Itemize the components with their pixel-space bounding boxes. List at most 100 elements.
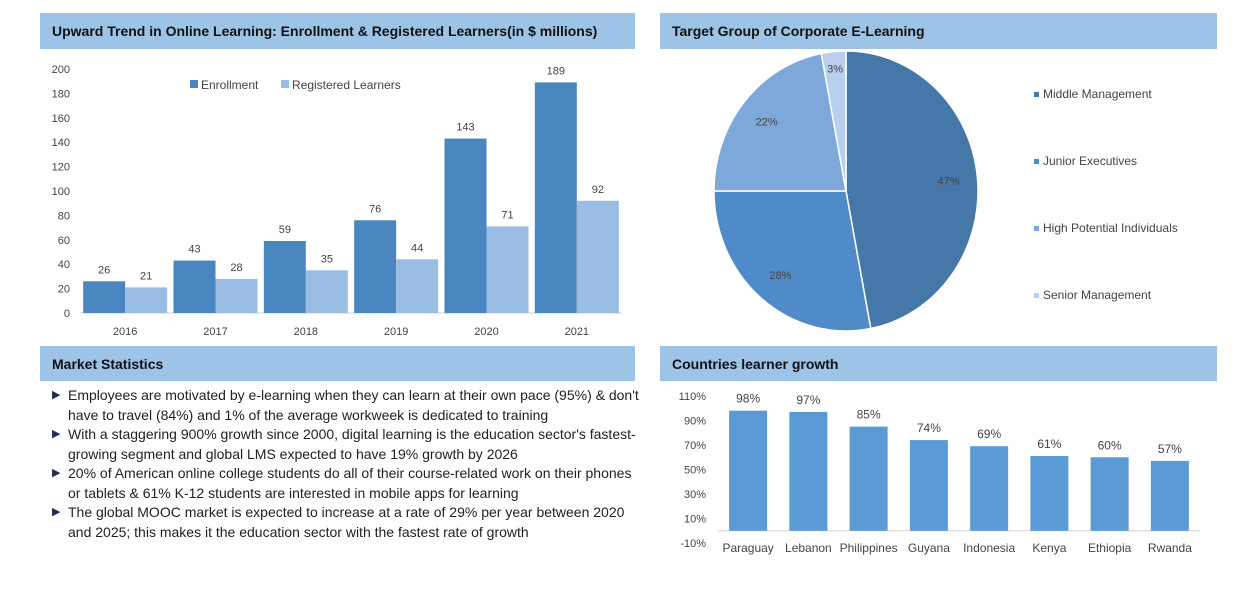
bullet-triangle-icon: ▶ bbox=[52, 467, 61, 479]
legend-swatch bbox=[1034, 293, 1039, 298]
bar-registered-learners bbox=[125, 287, 168, 313]
x-tick-label: Rwanda bbox=[1148, 541, 1192, 555]
x-tick-label: 2017 bbox=[203, 326, 227, 338]
y-tick-label: 110% bbox=[679, 391, 707, 403]
pie-slice bbox=[713, 52, 847, 192]
data-label: 97% bbox=[796, 393, 820, 407]
data-label: 69% bbox=[977, 427, 1001, 441]
data-label: 26 bbox=[98, 264, 110, 276]
stat-item: ▶ The global MOOC market is expected to i… bbox=[52, 503, 642, 542]
legend-swatch bbox=[1034, 226, 1039, 231]
legend-label: Middle Management bbox=[1043, 87, 1152, 101]
x-tick-label: 2021 bbox=[565, 326, 589, 338]
bar-enrollment bbox=[173, 260, 216, 313]
x-tick-label: 2016 bbox=[113, 326, 137, 338]
legend-swatch bbox=[1034, 92, 1039, 97]
bar-registered-learners bbox=[305, 270, 348, 313]
bar-country bbox=[849, 426, 888, 531]
y-tick-label: 60 bbox=[58, 235, 70, 247]
legend-label: Junior Executives bbox=[1043, 154, 1137, 168]
y-tick-label: -10% bbox=[680, 538, 706, 550]
y-tick-label: 90% bbox=[684, 416, 706, 428]
data-label: 44 bbox=[411, 242, 423, 254]
y-tick-label: 80 bbox=[58, 210, 70, 222]
slice-label: 3% bbox=[827, 63, 843, 75]
y-tick-label: 0 bbox=[64, 308, 70, 320]
y-tick-label: 30% bbox=[684, 489, 706, 501]
y-tick-label: 200 bbox=[52, 64, 70, 76]
y-tick-label: 20 bbox=[58, 284, 70, 296]
stat-text: 20% of American online college students … bbox=[68, 465, 632, 501]
countries-growth-header: Countries learner growth bbox=[660, 346, 1217, 381]
x-tick-label: Ethiopia bbox=[1088, 541, 1132, 555]
legend-label: High Potential Individuals bbox=[1043, 221, 1178, 235]
x-tick-label: Guyana bbox=[908, 541, 950, 555]
bullet-triangle-icon: ▶ bbox=[52, 506, 61, 518]
data-label: 189 bbox=[547, 65, 565, 77]
x-tick-label: Indonesia bbox=[963, 541, 1015, 555]
data-label: 85% bbox=[857, 408, 881, 422]
x-tick-label: Philippines bbox=[840, 541, 898, 555]
bar-registered-learners bbox=[576, 200, 619, 313]
pie-slice bbox=[845, 50, 979, 330]
stat-text: With a staggering 900% growth since 2000… bbox=[68, 426, 636, 462]
bar-country bbox=[729, 410, 768, 531]
pie-slice bbox=[820, 50, 847, 192]
bar-enrollment bbox=[83, 281, 126, 313]
pie-slice bbox=[713, 190, 872, 332]
bar-enrollment bbox=[444, 138, 487, 313]
stat-item: ▶ 20% of American online college students… bbox=[52, 464, 642, 503]
bullet-triangle-icon: ▶ bbox=[52, 428, 61, 440]
bar-country bbox=[909, 440, 948, 531]
legend-swatch bbox=[1034, 159, 1039, 164]
legend-swatch bbox=[281, 80, 289, 88]
bar-country bbox=[1030, 456, 1069, 531]
y-tick-label: 100 bbox=[52, 186, 70, 198]
bar-registered-learners bbox=[396, 259, 439, 313]
bar-country bbox=[789, 411, 828, 531]
x-tick-label: 2020 bbox=[474, 326, 498, 338]
bar-enrollment bbox=[534, 82, 577, 313]
y-tick-label: 70% bbox=[684, 440, 706, 452]
data-label: 74% bbox=[917, 421, 941, 435]
y-tick-label: 160 bbox=[52, 113, 70, 125]
slice-label: 22% bbox=[756, 116, 778, 128]
data-label: 61% bbox=[1037, 437, 1061, 451]
stat-text: Employees are motivated by e-learning wh… bbox=[68, 387, 639, 423]
bar-enrollment bbox=[354, 220, 397, 313]
x-tick-label: Paraguay bbox=[722, 541, 773, 555]
stat-item: ▶ Employees are motivated by e-learning w… bbox=[52, 386, 642, 425]
y-tick-label: 10% bbox=[684, 514, 706, 526]
target-group-header: Target Group of Corporate E-Learning bbox=[660, 13, 1217, 49]
bar-country bbox=[970, 446, 1009, 531]
legend-label: Registered Learners bbox=[292, 78, 401, 92]
data-label: 28 bbox=[230, 262, 242, 274]
slice-label: 47% bbox=[937, 176, 959, 188]
data-label: 59 bbox=[279, 224, 291, 236]
data-label: 143 bbox=[456, 122, 474, 134]
y-tick-label: 120 bbox=[52, 162, 70, 174]
market-statistics-header: Market Statistics bbox=[40, 346, 635, 381]
data-label: 76 bbox=[369, 203, 381, 215]
data-label: 71 bbox=[501, 209, 513, 221]
bar-registered-learners bbox=[215, 278, 258, 313]
x-tick-label: Lebanon bbox=[785, 541, 832, 555]
y-tick-label: 40 bbox=[58, 259, 70, 271]
slice-label: 28% bbox=[769, 270, 791, 282]
data-label: 21 bbox=[140, 270, 152, 282]
legend-label: Senior Management bbox=[1043, 288, 1152, 302]
data-label: 98% bbox=[736, 392, 760, 406]
bar-country bbox=[1090, 457, 1129, 531]
market-statistics-list: ▶ Employees are motivated by e-learning w… bbox=[52, 386, 642, 542]
legend-label: Enrollment bbox=[201, 78, 259, 92]
enrollment-chart-header: Upward Trend in Online Learning: Enrollm… bbox=[40, 13, 635, 49]
bullet-triangle-icon: ▶ bbox=[52, 389, 61, 401]
y-tick-label: 140 bbox=[52, 137, 70, 149]
data-label: 43 bbox=[188, 244, 200, 256]
bar-enrollment bbox=[263, 241, 306, 313]
bar-registered-learners bbox=[486, 226, 529, 313]
x-tick-label: 2019 bbox=[384, 326, 408, 338]
bar-country bbox=[1150, 460, 1189, 531]
y-tick-label: 180 bbox=[52, 88, 70, 100]
